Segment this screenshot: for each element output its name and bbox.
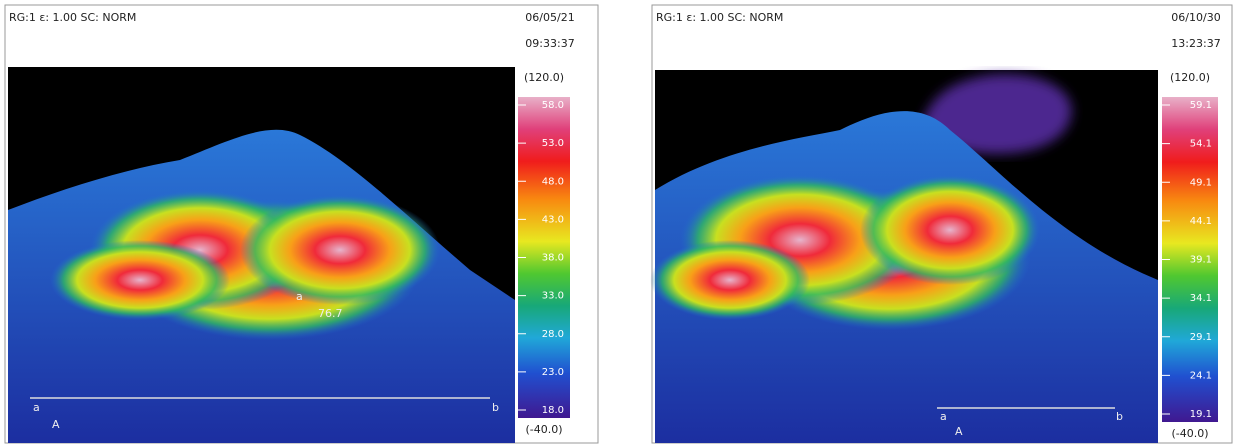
annotation: b [1116, 410, 1123, 423]
scale-label: 29.1 [1190, 332, 1212, 343]
scale-label: 44.1 [1190, 216, 1212, 227]
hot-area [860, 175, 1040, 285]
thermal-panel: RG:1 ε: 1.00 SC: NORM 06/10/30 13:23:37 (12… [650, 4, 1233, 444]
time: 13:23:37 [1171, 37, 1220, 50]
scale-label: 19.1 [1190, 409, 1212, 420]
header-info: RG:1 ε: 1.00 SC: NORM [9, 11, 136, 24]
scale-label: 34.1 [1190, 293, 1212, 304]
scale-label: 43.0 [542, 214, 564, 225]
scale-max: (120.0) [1170, 71, 1210, 84]
header-info: RG:1 ε: 1.00 SC: NORM [656, 11, 783, 24]
annotation: A [955, 425, 963, 438]
scale-label: 54.1 [1190, 139, 1212, 150]
date: 06/05/21 [525, 11, 574, 24]
scale-label: 59.1 [1190, 100, 1212, 111]
scale-label: 24.1 [1190, 370, 1212, 381]
date: 06/10/30 [1171, 11, 1220, 24]
time: 09:33:37 [525, 37, 574, 50]
scale-label: 33.0 [542, 291, 564, 302]
annotation: b [492, 401, 499, 414]
scale-label: 23.0 [542, 367, 564, 378]
scale-label: 53.0 [542, 138, 564, 149]
scale-label: 39.1 [1190, 255, 1212, 266]
steam-plume [920, 74, 1072, 154]
color-scale [518, 97, 570, 418]
scale-label: 58.0 [542, 100, 564, 111]
hot-area [50, 240, 230, 320]
scale-label: 49.1 [1190, 177, 1212, 188]
scale-min: (-40.0) [1171, 427, 1208, 440]
scale-label: 28.0 [542, 329, 564, 340]
scale-label: 48.0 [542, 176, 564, 187]
scale-max: (120.0) [524, 71, 564, 84]
hot-area [650, 240, 810, 320]
hot-area [240, 195, 440, 305]
annotation: a [940, 410, 947, 423]
scale-min: (-40.0) [525, 423, 562, 436]
annotation: A [52, 418, 60, 431]
color-scale [1162, 97, 1218, 422]
scale-label: 18.0 [542, 405, 564, 416]
scale-label: 38.0 [542, 253, 564, 264]
thermal-panel: RG:1 ε: 1.00 SC: NORM 06/05/21 09:33:37 (12… [4, 4, 599, 444]
annotation: a [296, 290, 303, 303]
annotation: a [33, 401, 40, 414]
annotation: 76.7 [318, 307, 343, 320]
